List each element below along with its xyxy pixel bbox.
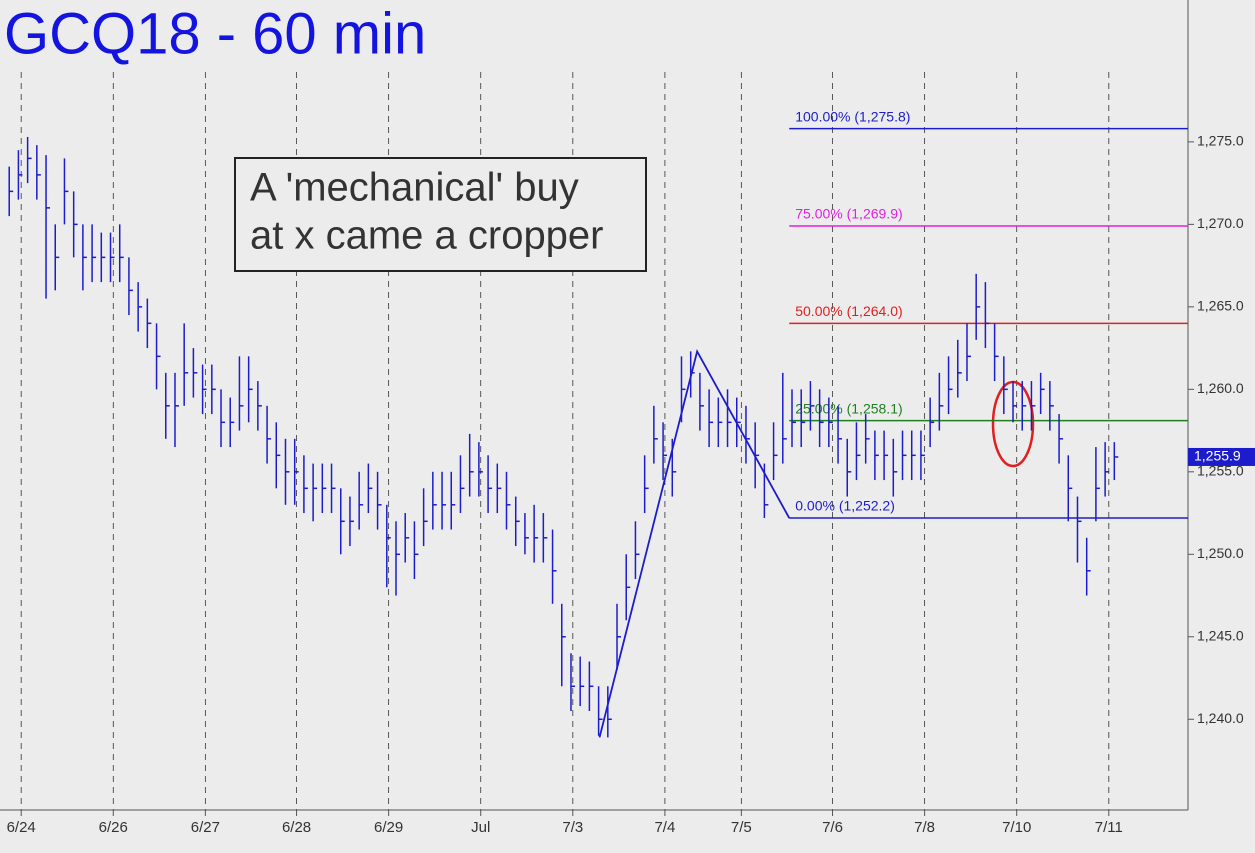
last-price-box — [1188, 447, 1255, 466]
x-tick-label: 7/3 — [562, 819, 583, 836]
fib-label: 0.00% (1,252.2) — [795, 498, 895, 514]
y-tick-label: 1,260.0 — [1197, 380, 1244, 396]
x-tick-label: 6/29 — [374, 819, 403, 836]
chart-title: GCQ18 - 60 min — [4, 1, 426, 66]
x-tick-label: 7/10 — [1002, 819, 1031, 836]
fib-label: 50.00% (1,264.0) — [795, 303, 902, 319]
y-tick-label: 1,250.0 — [1197, 545, 1244, 561]
x-tick-label: 7/11 — [1095, 819, 1123, 836]
last-price-label: 1,255.9 — [1194, 448, 1241, 464]
y-tick-label: 1,275.0 — [1197, 133, 1244, 149]
fib-label: 75.00% (1,269.9) — [795, 206, 902, 222]
x-tick-label: 6/27 — [191, 819, 220, 836]
annotation-text: at x came a cropper — [250, 214, 604, 258]
x-tick-label: 7/8 — [914, 819, 935, 836]
x-tick-label: 7/5 — [731, 819, 752, 836]
fib-label: 100.00% (1,275.8) — [795, 108, 910, 124]
x-tick-label: 6/26 — [99, 819, 128, 836]
x-tick-label: 6/24 — [7, 819, 36, 836]
y-tick-label: 1,240.0 — [1197, 710, 1244, 726]
y-tick-label: 1,255.0 — [1197, 463, 1244, 479]
zigzag-line — [598, 348, 791, 738]
x-tick-label: 7/6 — [822, 819, 843, 836]
fib-label: 25.00% (1,258.1) — [795, 400, 902, 416]
x-tick-label: 6/28 — [282, 819, 311, 836]
annotation-text: A 'mechanical' buy — [250, 166, 579, 210]
y-tick-label: 1,270.0 — [1197, 215, 1244, 231]
annotation-box — [234, 157, 647, 272]
y-tick-label: 1,265.0 — [1197, 298, 1244, 314]
x-tick-label: Jul — [471, 819, 490, 836]
x-tick-label: 7/4 — [654, 819, 675, 836]
y-tick-label: 1,245.0 — [1197, 627, 1244, 643]
